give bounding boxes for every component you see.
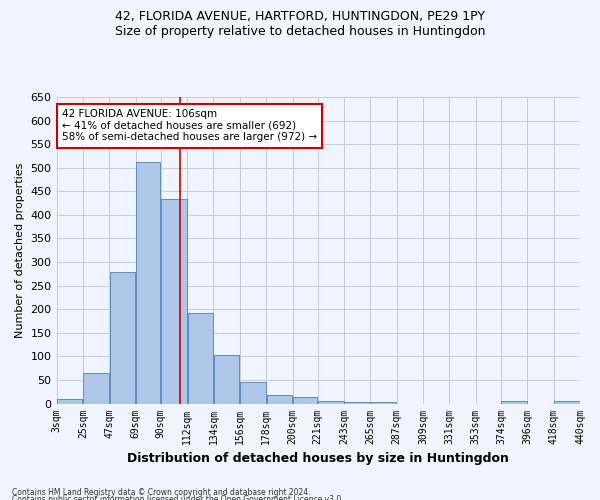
Bar bbox=[318, 400, 344, 404]
X-axis label: Distribution of detached houses by size in Huntingdon: Distribution of detached houses by size … bbox=[127, 452, 509, 465]
Bar bbox=[110, 272, 135, 404]
Bar bbox=[293, 398, 317, 404]
Bar bbox=[136, 162, 160, 404]
Text: 42 FLORIDA AVENUE: 106sqm
← 41% of detached houses are smaller (692)
58% of semi: 42 FLORIDA AVENUE: 106sqm ← 41% of detac… bbox=[62, 110, 317, 142]
Bar bbox=[240, 382, 266, 404]
Bar bbox=[57, 399, 82, 404]
Text: 42, FLORIDA AVENUE, HARTFORD, HUNTINGDON, PE29 1PY
Size of property relative to : 42, FLORIDA AVENUE, HARTFORD, HUNTINGDON… bbox=[115, 10, 485, 38]
Bar bbox=[83, 373, 109, 404]
Bar bbox=[266, 395, 292, 404]
Text: Contains HM Land Registry data © Crown copyright and database right 2024.: Contains HM Land Registry data © Crown c… bbox=[12, 488, 311, 497]
Bar bbox=[554, 400, 580, 404]
Y-axis label: Number of detached properties: Number of detached properties bbox=[15, 162, 25, 338]
Bar bbox=[344, 402, 370, 404]
Bar bbox=[188, 313, 213, 404]
Bar bbox=[371, 402, 397, 404]
Bar bbox=[502, 401, 527, 404]
Text: Contains public sector information licensed under the Open Government Licence v3: Contains public sector information licen… bbox=[12, 496, 344, 500]
Bar bbox=[161, 200, 187, 404]
Bar bbox=[214, 356, 239, 404]
